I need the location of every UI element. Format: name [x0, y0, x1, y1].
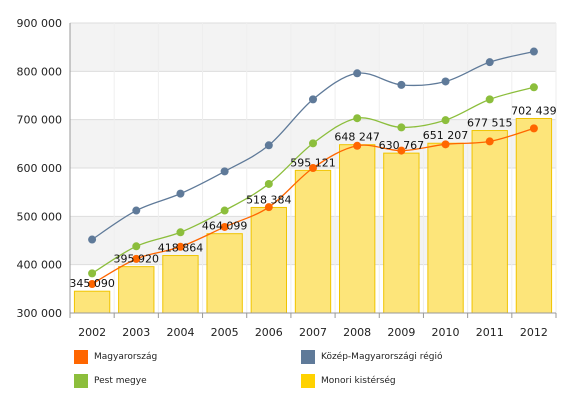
x-tick-label: 2003 [122, 326, 150, 339]
series-point [529, 83, 538, 92]
legend-item-monori-kisterseg[interactable]: Monori kistérség [301, 374, 396, 388]
series-point [397, 146, 406, 155]
y-tick-label: 800 000 [17, 65, 63, 78]
bar [427, 142, 464, 314]
legend-label: Pest megye [94, 376, 147, 386]
series-point [88, 269, 97, 278]
legend-item-magyarorszag[interactable]: Magyarország [74, 350, 157, 364]
series-point [529, 124, 538, 133]
series-point [264, 203, 273, 212]
series-point [485, 95, 494, 104]
series-point [176, 228, 185, 237]
series-point [397, 80, 406, 89]
y-tick-label: 300 000 [17, 307, 63, 320]
y-tick-label: 600 000 [17, 162, 63, 175]
series-point [88, 280, 97, 288]
series-point [88, 235, 97, 244]
bar [471, 130, 508, 314]
bar [294, 169, 332, 314]
series-point [132, 242, 141, 251]
series-point [309, 95, 317, 104]
x-tick-label: 2012 [520, 326, 548, 339]
data-label: 595 121 [290, 156, 336, 169]
data-label: 518 384 [246, 193, 292, 206]
series-point [132, 254, 141, 263]
legend-swatch [74, 374, 88, 388]
series-point [264, 179, 273, 188]
series-point [529, 47, 538, 56]
series-point [397, 123, 406, 132]
x-tick-label: 2004 [166, 326, 194, 339]
data-label: 464 099 [202, 220, 248, 233]
data-label: 648 247 [334, 131, 380, 144]
bar [162, 255, 199, 314]
x-tick-label: 2007 [299, 326, 327, 339]
legend-item-pest-megye[interactable]: Pest megye [74, 374, 147, 388]
data-label: 677 515 [467, 117, 513, 130]
x-tick-label: 2006 [255, 326, 283, 339]
bar [250, 206, 287, 314]
x-tick-label: 2011 [476, 326, 504, 339]
x-tick-label: 2002 [78, 326, 106, 339]
bar [383, 152, 420, 314]
bar [73, 290, 111, 314]
series-point [132, 206, 141, 215]
y-tick-label: 900 000 [17, 17, 63, 30]
data-label: 630 767 [379, 139, 425, 152]
chart-svg: 300 000 400 000 500 000 600 000 700 000 800 0… [17, 17, 557, 339]
bar [339, 144, 376, 314]
series-point [353, 114, 362, 123]
legend-swatch [301, 374, 315, 388]
grid-band [70, 23, 556, 72]
series-point [220, 167, 229, 176]
series-point [264, 141, 273, 150]
x-tick-label: 2008 [343, 326, 371, 339]
series-point [441, 77, 450, 86]
data-label: 345 090 [69, 277, 115, 290]
series-point [309, 139, 317, 148]
series-point [441, 116, 450, 125]
bar [206, 233, 243, 314]
series-point [176, 242, 185, 251]
series-point [353, 69, 362, 78]
x-tick-label: 2005 [211, 326, 239, 339]
y-tick-label: 700 000 [17, 114, 63, 127]
series-point [309, 164, 317, 172]
data-label: 395 920 [114, 253, 160, 266]
x-tick-label: 2010 [432, 326, 460, 339]
series-point [176, 189, 185, 198]
legend-item-kozep-magyarorszagi-regio[interactable]: Közép-Magyarországi régió [301, 350, 443, 364]
legend-label: Közép-Magyarországi régió [321, 352, 443, 362]
series-point [441, 140, 450, 149]
legend-label: Magyarország [94, 352, 158, 362]
bar [118, 266, 155, 314]
series-point [353, 141, 362, 150]
series-point [220, 206, 229, 215]
legend-label: Monori kistérség [321, 376, 396, 386]
legend-swatch [74, 350, 88, 364]
series-point [485, 58, 494, 67]
y-tick-label: 400 000 [17, 259, 63, 272]
legend-swatch [301, 350, 315, 364]
x-tick-label: 2009 [387, 326, 415, 339]
bar [515, 117, 553, 314]
y-tick-label: 500 000 [17, 210, 63, 223]
data-label: 702 439 [511, 104, 557, 117]
series-point [220, 222, 229, 231]
series-point [485, 137, 494, 146]
data-label: 651 207 [423, 129, 469, 142]
data-label: 418 864 [158, 242, 204, 255]
